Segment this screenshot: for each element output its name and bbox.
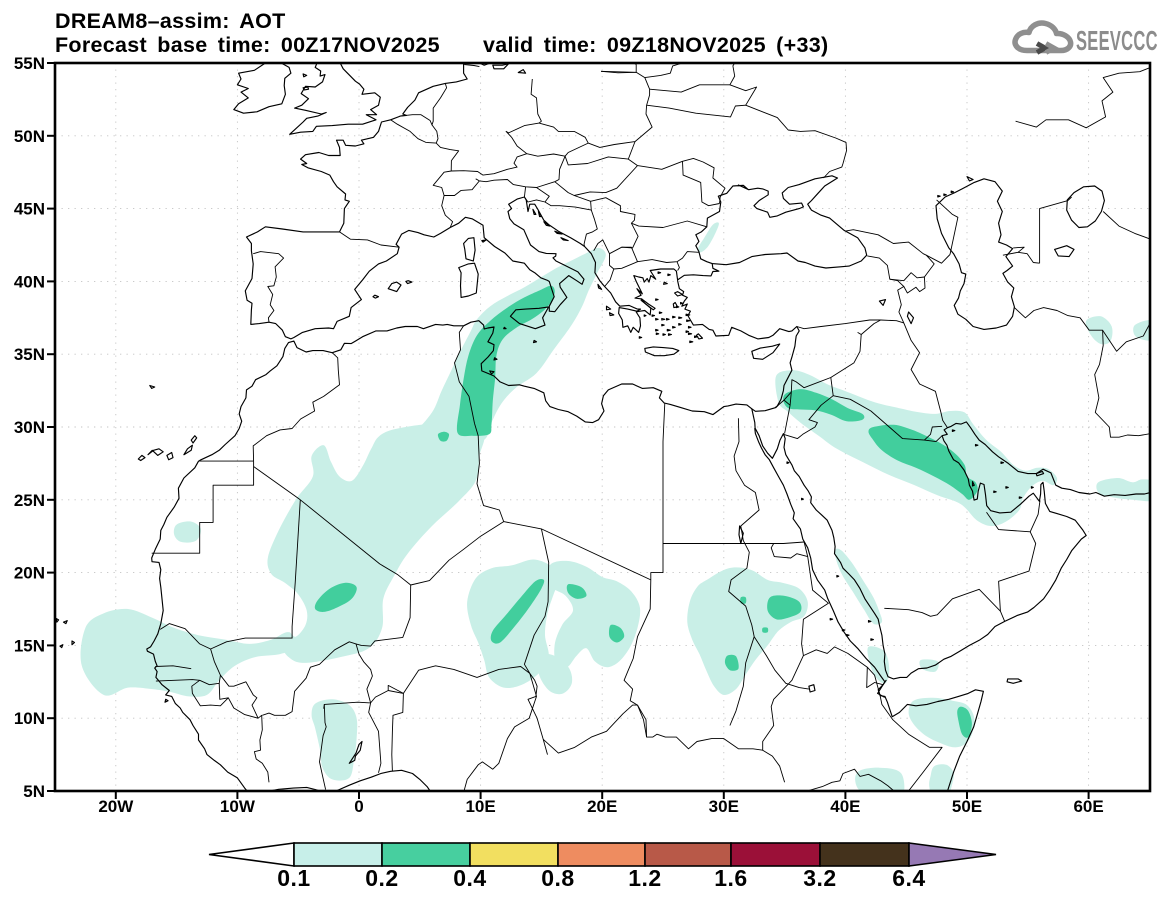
svg-text:50N: 50N <box>14 127 45 146</box>
svg-text:35N: 35N <box>14 345 45 364</box>
svg-text:3.2: 3.2 <box>803 865 836 891</box>
svg-text:0.4: 0.4 <box>453 865 486 891</box>
svg-text:5N: 5N <box>23 782 45 801</box>
svg-text:55N: 55N <box>14 54 45 73</box>
svg-text:30E: 30E <box>709 797 739 816</box>
svg-text:20N: 20N <box>14 564 45 583</box>
svg-text:40E: 40E <box>830 797 860 816</box>
svg-text:10N: 10N <box>14 709 45 728</box>
svg-text:Forecast base time: 00Z17NOV20: Forecast base time: 00Z17NOV2025 <box>55 33 440 57</box>
svg-text:1.2: 1.2 <box>628 865 661 891</box>
svg-text:10W: 10W <box>220 797 256 816</box>
svg-text:SEEVCCC: SEEVCCC <box>1076 25 1158 57</box>
svg-text:6.4: 6.4 <box>892 865 925 891</box>
svg-text:valid time: 09Z18NOV2025 (+33): valid time: 09Z18NOV2025 (+33) <box>483 33 828 57</box>
svg-text:30N: 30N <box>14 418 45 437</box>
svg-text:60E: 60E <box>1073 797 1103 816</box>
svg-text:20E: 20E <box>587 797 617 816</box>
svg-text:0: 0 <box>354 797 363 816</box>
svg-text:1.6: 1.6 <box>714 865 747 891</box>
svg-text:0.8: 0.8 <box>541 865 574 891</box>
svg-text:10E: 10E <box>465 797 495 816</box>
svg-text:45N: 45N <box>14 200 45 219</box>
svg-text:0.2: 0.2 <box>365 865 398 891</box>
svg-text:40N: 40N <box>14 272 45 291</box>
svg-text:DREAM8–assim: AOT: DREAM8–assim: AOT <box>55 9 286 33</box>
svg-text:20W: 20W <box>98 797 134 816</box>
svg-text:15N: 15N <box>14 636 45 655</box>
svg-text:25N: 25N <box>14 491 45 510</box>
svg-text:0.1: 0.1 <box>277 865 310 891</box>
svg-text:50E: 50E <box>952 797 982 816</box>
